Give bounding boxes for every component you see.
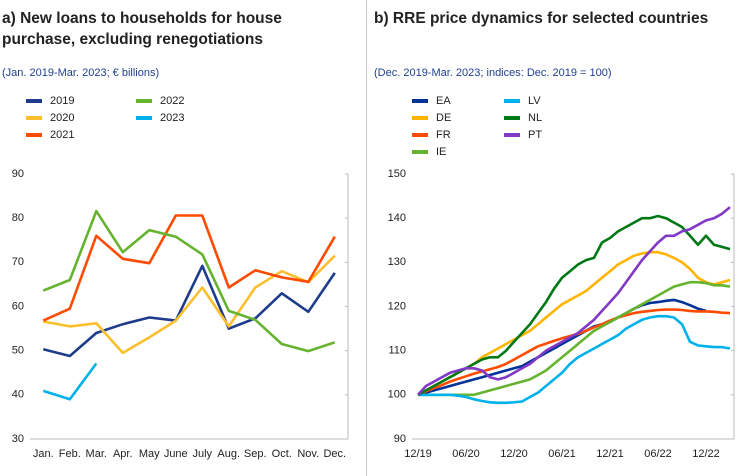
series-line [418, 314, 731, 405]
chart-subtitle: (Jan. 2019-Mar. 2023; € billions) [2, 67, 160, 79]
panel-a: a) New loans to households for house pur… [0, 0, 366, 476]
chart: 30 40 50 60 70 80 90 Jan. Feb. Mar. Apr. May June Jul… [12, 95, 349, 460]
y-tick-label: 50 [12, 345, 24, 357]
legend-label: 2019 [50, 95, 74, 107]
legend-label: FR [436, 129, 451, 141]
x-tick-label: Nov. [297, 448, 319, 460]
series-line [418, 280, 731, 397]
y-tick-label: 100 [388, 389, 406, 401]
x-tick-label: July [192, 448, 212, 460]
y-tick-label: 120 [388, 300, 406, 312]
y-tick-label: 90 [394, 433, 406, 445]
x-tick-label: Sep. [244, 448, 267, 460]
chart-title: b) RRE price dynamics for selected count… [374, 10, 709, 27]
legend-label: 2022 [160, 95, 184, 107]
x-tick-label: Oct. [272, 448, 292, 460]
y-tick-label: 130 [388, 256, 406, 268]
series-line [42, 214, 336, 322]
series-line [43, 254, 336, 355]
chart: 90 100 110 120 130 140 150 12/19 06/20 12/20 06/21… [388, 95, 735, 460]
divider [366, 0, 367, 476]
x-tick-label: Feb. [59, 448, 81, 460]
legend-label: NL [528, 112, 542, 124]
y-tick-label: 70 [12, 256, 24, 268]
legend-label: DE [436, 112, 451, 124]
series-line [42, 209, 336, 353]
legend-label: 2023 [160, 112, 184, 124]
series-line [417, 250, 731, 396]
legend-label: 2020 [50, 112, 74, 124]
y-tick-label: 140 [388, 212, 406, 224]
x-tick-label: Aug. [217, 448, 240, 460]
x-tick-label: 12/20 [500, 448, 528, 460]
series-line [417, 214, 731, 396]
y-tick-label: 80 [12, 212, 24, 224]
chart-subtitle: (Dec. 2019-Mar. 2023; indices: Dec. 2019… [374, 67, 612, 79]
x-tick-label: 12/19 [404, 448, 432, 460]
x-tick-label: Dec. [323, 448, 346, 460]
x-tick-label: Mar. [86, 448, 107, 460]
y-tick-label: 40 [12, 389, 24, 401]
x-tick-label: June [164, 448, 188, 460]
series-line [42, 264, 336, 358]
x-tick-label: 06/21 [548, 448, 576, 460]
chart-title: a) New loans to households for house pur… [2, 10, 282, 48]
y-tick-label: 30 [12, 433, 24, 445]
panel-b: b) RRE price dynamics for selected count… [372, 0, 744, 476]
series-line [417, 206, 731, 396]
series-line [42, 362, 98, 401]
series-line [417, 298, 707, 397]
y-tick-label: 150 [388, 168, 406, 180]
legend-label: LV [528, 95, 541, 107]
legend-label: EA [436, 95, 451, 107]
x-tick-label: May [139, 448, 160, 460]
x-tick-label: Jan. [33, 448, 54, 460]
legend-label: IE [436, 146, 446, 158]
x-tick-label: Apr. [113, 448, 133, 460]
y-tick-label: 110 [388, 345, 406, 357]
y-tick-label: 90 [12, 168, 24, 180]
legend-label: 2021 [50, 129, 74, 141]
x-tick-label: 06/22 [644, 448, 672, 460]
y-tick-label: 60 [12, 300, 24, 312]
x-tick-label: 06/20 [452, 448, 480, 460]
legend-label: PT [528, 129, 542, 141]
x-tick-label: 12/21 [596, 448, 624, 460]
x-tick-label: 12/22 [692, 448, 720, 460]
